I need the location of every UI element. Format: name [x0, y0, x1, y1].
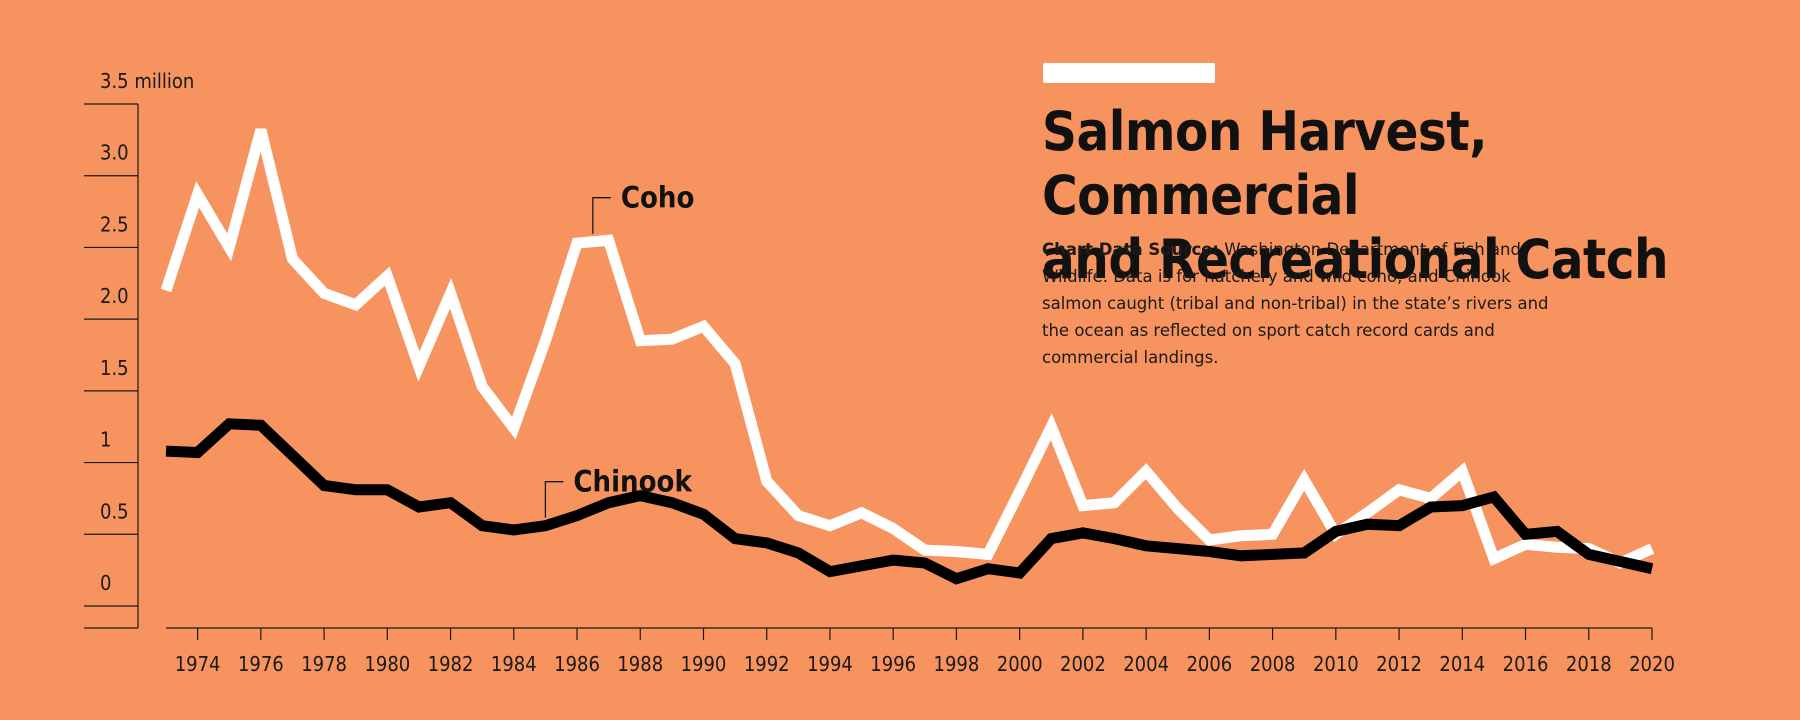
title-accent-bar — [1043, 63, 1215, 83]
x-tick-label: 1980 — [364, 652, 410, 676]
x-tick-label: 2000 — [997, 652, 1043, 676]
series-layer — [160, 128, 1655, 585]
x-tick-label: 1996 — [870, 652, 916, 676]
y-tick-label: 2.0 — [100, 284, 129, 308]
y-tick-label: 2.5 — [100, 212, 129, 236]
x-tick-label: 1986 — [554, 652, 600, 676]
source-text: Washington Department of Fish and Wildli… — [1042, 240, 1549, 367]
x-tick-label: 1984 — [491, 652, 537, 676]
x-tick-label: 2020 — [1629, 652, 1675, 676]
title-line-1: Salmon Harvest, Commercial — [1042, 100, 1488, 227]
x-tick-label: 2016 — [1503, 652, 1549, 676]
x-tick-label: 1994 — [807, 652, 853, 676]
x-tick-label: 1978 — [301, 652, 347, 676]
y-tick-label: 0.5 — [100, 499, 129, 523]
title-line-2: and Recreational Catch — [1042, 228, 1669, 291]
series-label-layer: Coho Chinook — [544, 181, 695, 518]
chart-title: Salmon Harvest, Commercial and Recreatio… — [1042, 100, 1762, 292]
data-source-note: Chart Data Source: Washington Department… — [1042, 236, 1562, 371]
x-tick-label: 1988 — [617, 652, 663, 676]
series-label-coho: Coho — [621, 181, 695, 215]
x-tick-label: 1982 — [428, 652, 474, 676]
source-label: Chart Data Source: — [1042, 240, 1220, 259]
leader-line-chinook — [544, 481, 564, 518]
y-tick-label: 3.5 million — [100, 69, 194, 93]
x-tick-label: 2002 — [1060, 652, 1106, 676]
series-line-coho — [160, 128, 1655, 570]
x-tick-label: 2006 — [1186, 652, 1232, 676]
series-line-chinook — [165, 418, 1654, 585]
y-tick-label: 0 — [100, 571, 111, 595]
x-tick-label: 2004 — [1123, 652, 1169, 676]
y-tick-label: 3.0 — [100, 141, 129, 165]
x-tick-label: 1992 — [744, 652, 790, 676]
x-axis: 1974 1976 1978 1980 1982 1984 1986 1988 1990 1992… — [166, 627, 1675, 676]
x-tick-label: 2012 — [1376, 652, 1422, 676]
x-tick-label: 1998 — [934, 652, 980, 676]
x-tick-label: 2014 — [1439, 652, 1485, 676]
x-tick-label: 2008 — [1250, 652, 1296, 676]
x-tick-label: 1974 — [175, 652, 221, 676]
x-tick-label: 1976 — [238, 652, 284, 676]
x-tick-label: 2018 — [1566, 652, 1612, 676]
y-tick-label: 1 — [100, 428, 111, 452]
y-tick-label: 1.5 — [100, 356, 129, 380]
y-axis: 0 0.5 1 1.5 2.0 2.5 3.0 3.5 million — [84, 69, 194, 629]
series-label-chinook: Chinook — [573, 465, 692, 499]
x-tick-label: 1990 — [681, 652, 727, 676]
leader-line-coho — [592, 197, 611, 234]
x-tick-label: 2010 — [1313, 652, 1359, 676]
